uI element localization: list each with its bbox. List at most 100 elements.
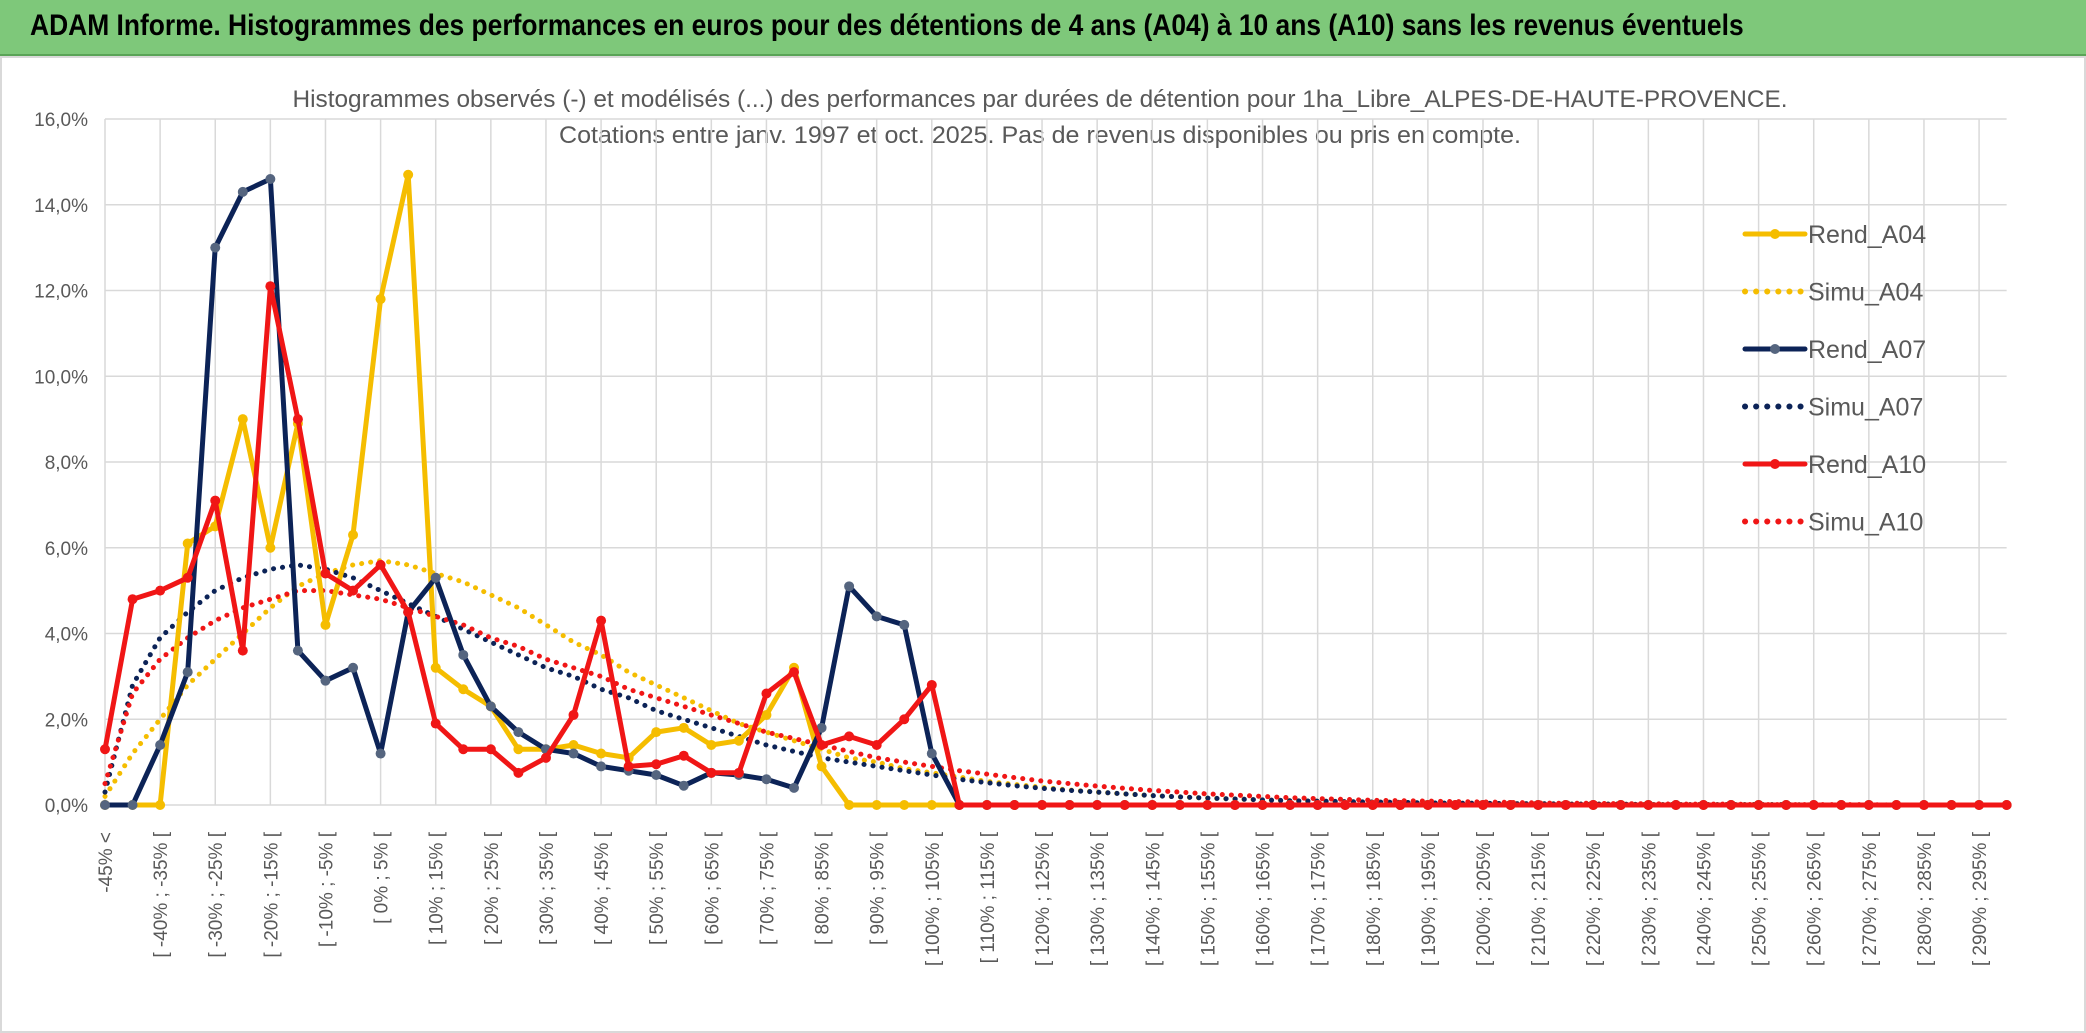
- x-tick-label: [ 70% ; 75% [: [757, 831, 778, 945]
- data-point-rend-a10: [292, 414, 303, 425]
- data-point-rend-a10: [375, 559, 386, 570]
- chart-subtitle: Cotations entre janv. 1997 et oct. 2025.…: [559, 122, 1521, 149]
- data-point-rend-a04: [844, 800, 855, 810]
- data-point-rend-a10: [2001, 800, 2012, 810]
- data-point-rend-a10: [348, 585, 359, 596]
- data-point-rend-a10: [1064, 800, 1075, 810]
- x-tick-label: [ 30% ; 35% [: [537, 831, 558, 945]
- x-tick-label: -45% <: [96, 832, 117, 893]
- legend-label-simu-a04: Simu_A04: [1808, 279, 1923, 307]
- series-line-rend-a07: [102, 176, 2010, 808]
- data-point-rend-a10: [540, 752, 551, 763]
- data-point-rend-a10: [1588, 800, 1599, 810]
- data-point-rend-a07: [485, 701, 496, 712]
- x-tick-label: [ 140% ; 145% [: [1143, 831, 1164, 966]
- data-point-rend-a10: [733, 767, 744, 778]
- data-point-rend-a04: [568, 739, 579, 750]
- data-point-rend-a10: [403, 607, 414, 618]
- data-point-rend-a04: [403, 169, 414, 180]
- data-point-rend-a10: [1202, 800, 1213, 810]
- data-point-rend-a10: [1533, 800, 1544, 810]
- data-point-rend-a04: [651, 727, 662, 738]
- data-point-rend-a10: [1422, 800, 1433, 810]
- data-point-rend-a10: [1505, 800, 1516, 810]
- data-point-rend-a10: [678, 750, 689, 761]
- x-tick-label: [ 170% ; 175% [: [1309, 831, 1330, 966]
- data-point-rend-a10: [596, 615, 607, 626]
- y-tick-label: 12,0%: [34, 282, 88, 303]
- data-point-rend-a04: [706, 739, 717, 750]
- data-point-rend-a10: [1312, 800, 1323, 810]
- x-tick-label: [ 250% ; 255% [: [1750, 831, 1771, 966]
- data-point-rend-a07: [430, 572, 441, 583]
- x-tick-label: [ -40% ; -35% [: [151, 831, 172, 957]
- data-point-rend-a10: [127, 594, 138, 605]
- x-tick-label: [ 110% ; 115% [: [978, 831, 999, 963]
- data-point-rend-a10: [1698, 800, 1709, 810]
- legend-label-simu-a10: Simu_A10: [1808, 509, 1923, 537]
- data-point-rend-a10: [1395, 800, 1406, 810]
- y-tick-label: 2,0%: [45, 710, 88, 731]
- data-point-rend-a10: [155, 585, 166, 596]
- data-point-rend-a10: [513, 767, 524, 778]
- data-point-rend-a04: [375, 294, 386, 305]
- data-point-rend-a10: [1726, 800, 1737, 810]
- y-tick-label: 4,0%: [45, 625, 88, 646]
- data-point-rend-a10: [100, 744, 110, 755]
- data-point-rend-a04: [733, 735, 744, 746]
- data-point-rend-a04: [458, 684, 469, 695]
- data-point-rend-a07: [789, 782, 799, 793]
- y-tick-label: 0,0%: [45, 796, 88, 817]
- data-point-rend-a04: [596, 748, 607, 759]
- x-tick-label: [ -20% ; -15% [: [261, 831, 282, 957]
- data-point-rend-a10: [1670, 800, 1681, 810]
- data-point-rend-a07: [678, 780, 689, 791]
- data-point-rend-a10: [1946, 800, 1957, 810]
- data-point-rend-a10: [485, 744, 496, 755]
- y-tick-label: 16,0%: [34, 110, 88, 131]
- data-point-rend-a10: [1340, 800, 1351, 810]
- data-point-rend-a10: [1037, 800, 1048, 810]
- data-point-rend-a07: [926, 748, 937, 759]
- data-point-rend-a04: [237, 414, 248, 425]
- data-point-rend-a10: [651, 759, 662, 770]
- y-tick-label: 10,0%: [34, 367, 88, 388]
- y-axis-ticks: 0,0% 2,0% 4,0% 6,0% 8,0% 10,0% 12,0% 14,0% 16,0%: [34, 110, 88, 817]
- data-point-rend-a04: [320, 619, 331, 630]
- data-point-rend-a10: [265, 281, 276, 292]
- data-point-rend-a07: [844, 581, 855, 592]
- legend-marker-rend-a04: [1770, 229, 1780, 239]
- data-point-rend-a07: [320, 675, 331, 686]
- data-point-rend-a07: [348, 662, 359, 673]
- data-point-rend-a10: [182, 572, 193, 583]
- legend-marker-rend-a07: [1770, 344, 1780, 354]
- series-line-simu-a04: [102, 558, 2010, 808]
- data-point-rend-a10: [871, 739, 882, 750]
- x-tick-label: [ 50% ; 55% [: [647, 831, 668, 945]
- x-tick-label: [ 120% ; 125% [: [1033, 831, 1054, 966]
- series-lines: [100, 169, 2012, 810]
- data-point-rend-a10: [1450, 800, 1461, 810]
- legend: Rend_A04 Simu_A04 Rend_A07 Simu_A07 Rend_A10…: [1742, 221, 1926, 537]
- x-tick-label: [ 200% ; 205% [: [1474, 831, 1495, 966]
- x-tick-label: [ 150% ; 155% [: [1198, 831, 1219, 966]
- data-point-rend-a10: [899, 714, 910, 725]
- legend-label-rend-a04: Rend_A04: [1808, 221, 1926, 249]
- histogram-chart: Histogrammes observés (-) et modélisés (…: [34, 86, 2012, 966]
- data-point-rend-a07: [568, 748, 579, 759]
- data-point-rend-a10: [1891, 800, 1902, 810]
- data-point-rend-a04: [513, 744, 524, 755]
- x-tick-label: [ 100% ; 105% [: [923, 831, 944, 966]
- legend-label-rend-a07: Rend_A07: [1808, 336, 1926, 364]
- data-point-rend-a04: [816, 761, 827, 772]
- data-point-rend-a10: [458, 744, 469, 755]
- data-point-rend-a10: [926, 679, 937, 690]
- x-tick-label: [ 270% ; 275% [: [1860, 831, 1881, 966]
- data-point-rend-a10: [623, 761, 634, 772]
- series-line-simu-a10: [102, 588, 2010, 808]
- x-tick-label: [ 60% ; 65% [: [702, 831, 723, 945]
- data-point-rend-a07: [513, 727, 524, 738]
- data-point-rend-a10: [210, 495, 221, 506]
- data-point-rend-a07: [265, 174, 276, 185]
- x-tick-label: [ 260% ; 265% [: [1805, 831, 1826, 966]
